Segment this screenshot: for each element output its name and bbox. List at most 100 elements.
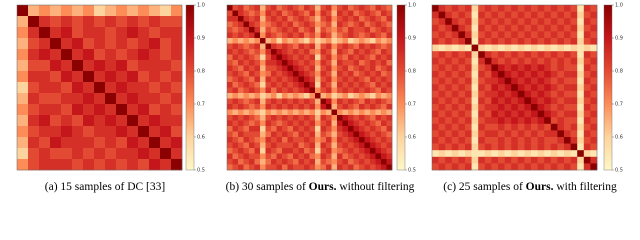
cell <box>254 43 261 50</box>
cell <box>517 150 525 158</box>
cell <box>293 93 299 99</box>
cell <box>478 143 486 151</box>
cell <box>445 84 453 92</box>
cell <box>238 131 244 138</box>
cell <box>342 120 349 127</box>
cell <box>353 49 360 55</box>
cell <box>243 16 250 22</box>
cell <box>298 93 305 99</box>
cell <box>260 49 266 55</box>
cell <box>304 76 310 83</box>
cell <box>370 115 376 121</box>
cell <box>348 16 354 22</box>
cell <box>83 126 95 138</box>
cell <box>550 24 558 32</box>
cell <box>287 27 294 33</box>
cell <box>445 90 453 98</box>
cell <box>243 93 250 99</box>
cell <box>249 131 255 138</box>
cell <box>471 84 479 92</box>
cell <box>94 104 106 116</box>
cell <box>304 71 310 77</box>
cell <box>458 51 466 59</box>
cell <box>50 5 62 17</box>
cell <box>478 150 486 158</box>
cell <box>94 71 106 83</box>
cell <box>309 98 316 105</box>
cell <box>491 97 499 105</box>
cell <box>364 115 371 121</box>
cell <box>537 44 545 52</box>
cell <box>260 54 266 61</box>
cell <box>315 16 321 22</box>
cell <box>227 159 233 165</box>
cell <box>375 76 382 83</box>
cell <box>320 126 327 132</box>
cell <box>478 5 486 12</box>
cell <box>465 90 472 98</box>
cell <box>577 77 585 85</box>
cell <box>504 117 512 125</box>
cell <box>232 142 239 149</box>
cell <box>465 156 472 164</box>
cell <box>271 153 277 160</box>
cell <box>484 11 492 19</box>
cell <box>337 148 343 154</box>
cell <box>243 5 250 11</box>
cell <box>149 148 161 160</box>
cell <box>138 16 150 28</box>
cell <box>287 115 294 121</box>
cell <box>478 123 486 131</box>
cell <box>359 71 365 77</box>
cell <box>353 131 360 138</box>
cell <box>491 123 499 131</box>
cell <box>61 126 73 138</box>
cell <box>348 164 354 171</box>
cell <box>359 137 365 143</box>
cell <box>39 60 51 72</box>
colorbar-tick-label: 1.0 <box>408 3 416 9</box>
cell <box>550 5 558 12</box>
cell <box>39 71 51 83</box>
caption: (c) 25 samples of Ours. with filtering <box>443 181 617 193</box>
cell <box>484 44 492 52</box>
cell <box>484 137 492 144</box>
cell <box>445 77 453 85</box>
cell <box>544 97 552 105</box>
cell <box>149 115 161 127</box>
cell <box>491 44 499 52</box>
cell <box>337 93 343 99</box>
cell <box>471 11 479 19</box>
cell <box>249 142 255 149</box>
cell <box>287 21 294 28</box>
cell <box>315 5 321 11</box>
cell <box>309 120 316 127</box>
cell <box>287 65 294 72</box>
cell <box>265 43 272 50</box>
cell <box>282 137 288 143</box>
heatmap-frame <box>226 4 393 171</box>
heatmap <box>17 5 183 171</box>
cell <box>342 32 349 39</box>
caption-bold: Ours. <box>526 181 554 193</box>
cell <box>127 115 139 127</box>
cell <box>271 115 277 121</box>
cell <box>282 65 288 72</box>
cell <box>293 54 299 61</box>
cell <box>105 159 117 171</box>
cell <box>517 5 525 12</box>
cell <box>491 143 499 151</box>
cell <box>83 27 95 39</box>
cell <box>557 64 565 72</box>
cell <box>309 43 316 50</box>
cell <box>72 27 84 39</box>
cell <box>232 131 239 138</box>
cell <box>370 54 376 61</box>
cell <box>298 54 305 61</box>
cell <box>517 11 525 19</box>
cell <box>484 90 492 98</box>
cell <box>370 5 376 11</box>
cell <box>127 16 139 28</box>
cell <box>471 137 479 144</box>
cell <box>570 90 578 98</box>
